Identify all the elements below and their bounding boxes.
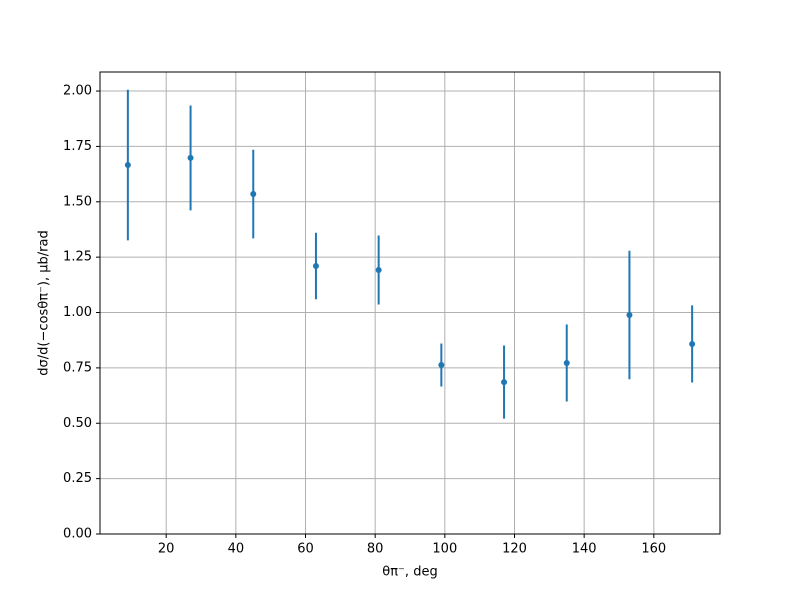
data-point [187, 154, 194, 161]
y-tick-label: 0.25 [63, 471, 92, 486]
y-tick-label: 0.75 [63, 360, 92, 375]
data-point [312, 263, 319, 270]
x-tick-label: 40 [228, 542, 245, 557]
data-point [438, 362, 445, 369]
y-tick-label: 0.50 [63, 416, 92, 431]
data-point [250, 191, 257, 198]
data-point [563, 360, 570, 367]
x-tick-label: 60 [297, 542, 314, 557]
data-point [124, 162, 131, 169]
data-point [501, 379, 508, 386]
x-axis-label: θπ⁻, deg [382, 565, 437, 580]
y-tick-label: 1.00 [63, 305, 92, 320]
x-tick-label: 100 [432, 542, 457, 557]
y-tick-label: 1.50 [63, 194, 92, 209]
y-tick-label: 1.75 [63, 139, 92, 154]
plot-frame [99, 71, 721, 535]
y-tick-label: 1.25 [63, 250, 92, 265]
y-tick-label: 2.00 [63, 84, 92, 99]
x-tick-label: 160 [641, 542, 666, 557]
data-point [689, 340, 696, 347]
y-axis-label: dσ/d(−cosθπ⁻), μb/rad [37, 230, 52, 375]
data-point [626, 311, 633, 318]
y-tick-label: 0.00 [63, 527, 92, 542]
x-tick-label: 140 [572, 542, 597, 557]
x-tick-label: 120 [502, 542, 527, 557]
x-tick-label: 80 [367, 542, 384, 557]
data-point [375, 267, 382, 273]
x-tick-label: 20 [158, 542, 175, 557]
